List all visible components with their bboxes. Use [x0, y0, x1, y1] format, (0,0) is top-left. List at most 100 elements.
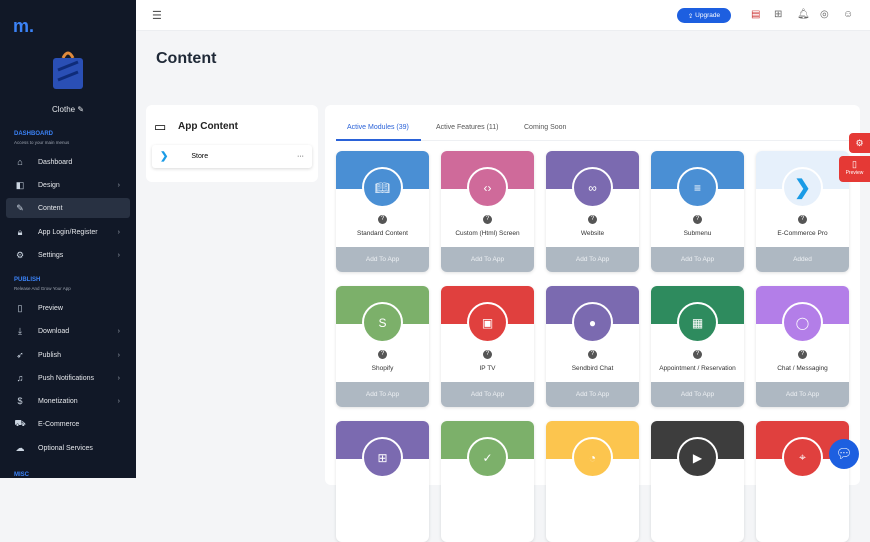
help-icon[interactable]: ? [588, 215, 597, 224]
sidebar-item-download[interactable]: ⤓ Download › [6, 321, 130, 341]
chevron-right-icon: › [117, 351, 120, 359]
chevron-right-icon: › [117, 181, 120, 189]
section-misc: MISC [14, 472, 29, 478]
help-icon[interactable]: ? [588, 350, 597, 359]
pencil-icon[interactable]: ✎ [77, 105, 85, 114]
bell-icon[interactable]: 🔔︎ [797, 9, 810, 20]
module-card: ▦? Appointment / Reservation Add To App [651, 286, 744, 407]
tab-active-modules[interactable]: Active Modules (39) [347, 124, 409, 131]
sidebar-item-dashboard[interactable]: ⌂ Dashboard [6, 152, 130, 172]
youtube-icon: ▶ [677, 437, 718, 478]
chat-icon: ◯ [782, 302, 823, 343]
tabs: Active Modules (39) Active Features (11)… [336, 119, 860, 141]
services-icon: ☁ [15, 442, 25, 453]
download-icon: ⤓ [18, 325, 22, 336]
chevron-right-icon: › [117, 228, 120, 236]
module-name: Custom (Html) Screen [455, 230, 520, 237]
module-name: Standard Content [357, 230, 408, 237]
help-icon[interactable]: ? [483, 215, 492, 224]
help-icon[interactable]: ? [693, 350, 702, 359]
location-icon: ⌖ [782, 437, 823, 478]
store-item[interactable]: ❯ Store ··· [152, 145, 312, 168]
module-name: Submenu [683, 230, 712, 237]
design-icon: ◧ [15, 179, 25, 190]
cart-icon: ⛟ [14, 418, 26, 428]
book-icon: 📖︎ [362, 167, 403, 208]
add-to-app-button[interactable]: Add To App [546, 382, 639, 407]
module-card: 📖︎? Standard Content Add To App [336, 151, 429, 272]
upload-icon: ⇪ [687, 12, 696, 20]
rocket-icon: ➶ [16, 349, 24, 360]
sidebar-item-content[interactable]: ✎ Content [6, 198, 130, 218]
app-content-title: App Content [178, 121, 238, 132]
modules-panel: Active Modules (39) Active Features (11)… [325, 105, 860, 542]
airplay-icon: ▭ [154, 119, 167, 134]
add-to-app-button[interactable]: Added [756, 247, 849, 272]
settings-float-button[interactable]: ⚙ [849, 133, 870, 153]
chat-support-button[interactable]: 💬︎ [829, 439, 859, 469]
add-to-app-button[interactable]: Add To App [336, 247, 429, 272]
module-card: ‹›? Custom (Html) Screen Add To App [441, 151, 534, 272]
module-card: ⊞ [336, 421, 429, 542]
add-to-app-button[interactable]: Add To App [441, 247, 534, 272]
add-to-app-button[interactable]: Add To App [336, 382, 429, 407]
link-icon: ∞ [572, 167, 613, 208]
tab-active-features[interactable]: Active Features (11) [436, 124, 499, 131]
sidebar-item-e-commerce[interactable]: ⛟ E-Commerce [14, 418, 80, 428]
add-to-app-button[interactable]: Add To App [651, 382, 744, 407]
gear-icon: ⚙ [15, 249, 25, 260]
check-icon: ✓ [467, 437, 508, 478]
lock-icon: 🔒︎ [17, 226, 23, 237]
module-name: IP TV [479, 365, 496, 372]
tab-coming-soon[interactable]: Coming Soon [524, 124, 567, 131]
module-card: ≡? Submenu Add To App [651, 151, 744, 272]
tv-icon: ▣ [467, 302, 508, 343]
phone-icon: ▯ [852, 159, 857, 169]
module-card: ◔ [546, 421, 639, 542]
menu-icon: ≡ [677, 167, 718, 208]
help-icon[interactable]: ? [483, 350, 492, 359]
chevron-right-icon: › [117, 327, 120, 335]
add-to-app-button[interactable]: Add To App [546, 247, 639, 272]
support-icon[interactable]: ◎ [820, 9, 829, 20]
sidebar-item-push-notifications[interactable]: ♫ Push Notifications › [6, 368, 130, 388]
app-name[interactable]: Clothe ✎ [51, 105, 85, 114]
sidebar-item-preview[interactable]: ▯ Preview [6, 298, 130, 318]
help-icon[interactable]: ? [798, 350, 807, 359]
module-card: ●? Sendbird Chat Add To App [546, 286, 639, 407]
avatar[interactable]: ☺ [843, 9, 854, 20]
help-icon[interactable]: ? [798, 215, 807, 224]
sidebar-item-app-login-register[interactable]: 🔒︎ App Login/Register › [6, 222, 130, 242]
preview-float-button[interactable]: ▯ Preview [839, 156, 870, 182]
help-icon[interactable]: ? [693, 215, 702, 224]
sidebar-item-monetization[interactable]: $ Monetization › [6, 391, 130, 411]
add-to-app-button[interactable]: Add To App [651, 247, 744, 272]
apps-grid-icon[interactable]: ⊞ [774, 9, 783, 20]
sidebar-item-publish[interactable]: ➶ Publish › [6, 345, 130, 365]
sidebar-item-optional-services[interactable]: ☁ Optional Services [15, 442, 93, 453]
calendar-icon: ▦ [677, 302, 718, 343]
module-card: ∞? Website Add To App [546, 151, 639, 272]
page-title: Content [156, 50, 217, 67]
home-icon: ⌂ [17, 157, 23, 167]
us-flag-icon[interactable]: ▤ [751, 9, 761, 20]
module-card: ▶ [651, 421, 744, 542]
shopify-icon: S [362, 302, 403, 343]
section-dashboard-sub: Access to your main menus [14, 140, 70, 145]
add-to-app-button[interactable]: Add To App [756, 382, 849, 407]
brand-logo[interactable]: m. [13, 16, 35, 36]
sidebar-item-design[interactable]: ◧ Design › [15, 179, 120, 190]
more-icon[interactable]: ··· [297, 153, 304, 160]
section-publish: PUBLISH [14, 277, 41, 283]
rss-icon: ◔ [572, 437, 613, 478]
help-icon[interactable]: ? [378, 350, 387, 359]
upgrade-button[interactable]: ⇪ Upgrade [677, 8, 731, 23]
chevron-right-icon: › [117, 397, 120, 405]
bell-icon: ♫ [16, 373, 24, 383]
sidebar-item-settings[interactable]: ⚙ Settings › [15, 249, 120, 260]
dollar-icon: $ [17, 396, 23, 406]
hamburger-icon[interactable]: ☰ [152, 10, 162, 22]
edit-icon: ✎ [16, 202, 24, 213]
add-to-app-button[interactable]: Add To App [441, 382, 534, 407]
help-icon[interactable]: ? [378, 215, 387, 224]
